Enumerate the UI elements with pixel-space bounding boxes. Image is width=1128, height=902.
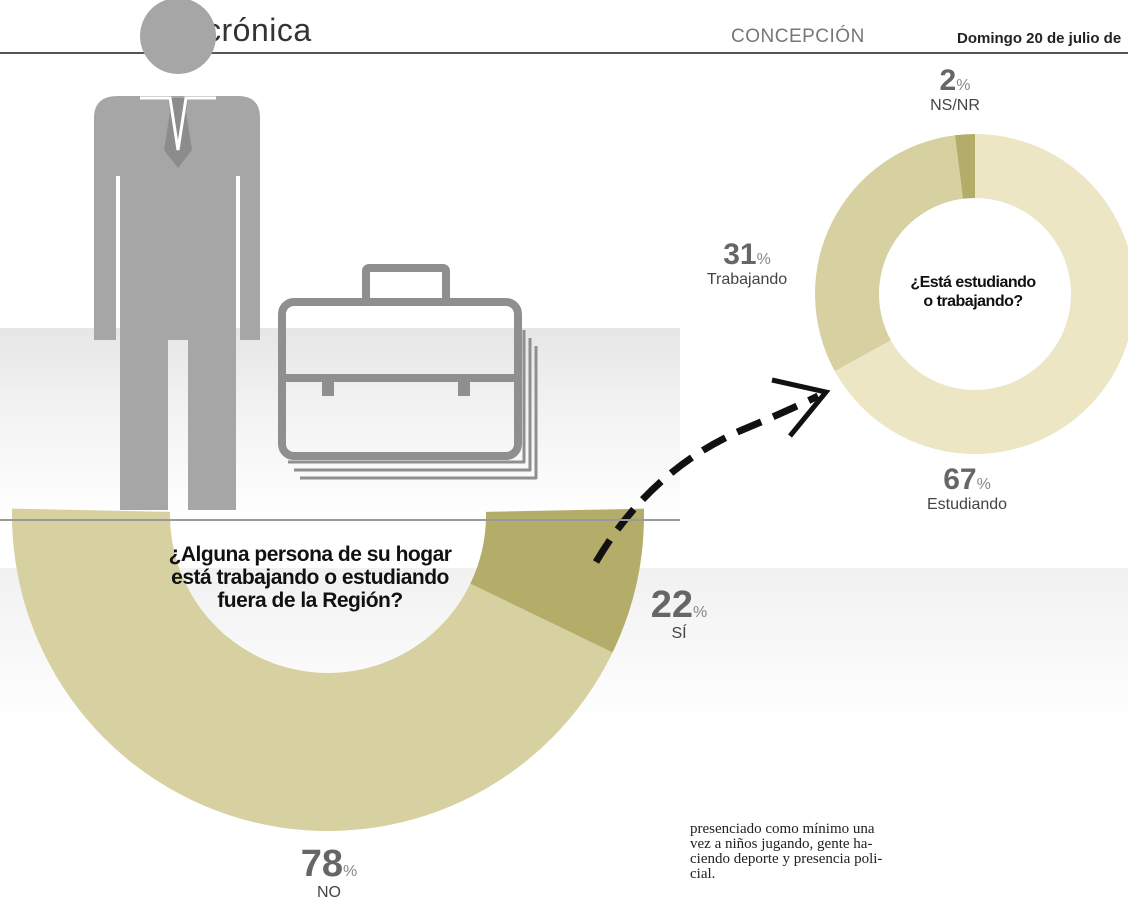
slice-unit: % <box>693 604 708 621</box>
slice-label-si: 22% SÍ <box>599 586 759 642</box>
date-label: Domingo 20 de julio de <box>957 30 1122 47</box>
dashed-arrow-icon <box>592 377 831 564</box>
donut-region-question: ¿Alguna persona de su hogar está trabaja… <box>150 543 470 612</box>
slice-unit: % <box>956 77 971 94</box>
question-line: ¿Está estudiando <box>910 274 1036 291</box>
slice-label-nsnr: 2% NS/NR <box>875 66 1035 114</box>
slice-name: SÍ <box>671 625 687 642</box>
person-icon <box>94 0 260 510</box>
donut-slice-estudiando <box>834 134 1128 454</box>
article-text: presenciado como mínimo una vez a niños … <box>690 821 883 882</box>
donut-chart-region <box>11 508 645 832</box>
briefcase-icon <box>278 264 538 480</box>
donut-slice-trabajando <box>815 135 963 372</box>
question-line: fuera de la Región? <box>217 589 403 612</box>
slice-unit: % <box>976 476 991 493</box>
slice-label-no: 78% NO <box>249 845 409 901</box>
question-line: ¿Alguna persona de su hogar <box>168 543 452 566</box>
question-line: está trabajando o estudiando <box>171 566 449 589</box>
donut-occupation-question: ¿Está estudiando o trabajando? <box>873 273 1073 311</box>
slice-value: 31 <box>723 238 757 271</box>
slice-name: Trabajando <box>706 271 788 288</box>
slice-name: Estudiando <box>926 496 1008 513</box>
donut-slice-sí <box>470 508 645 653</box>
slice-name: NO <box>317 884 341 901</box>
shelf-line <box>0 519 680 521</box>
slice-value: 78 <box>300 843 344 885</box>
slice-name: NS/NR <box>930 97 980 114</box>
city-label: CONCEPCIÓN <box>731 26 865 47</box>
slice-unit: % <box>756 251 771 268</box>
donut-slice-no <box>11 508 613 832</box>
slice-value: 67 <box>943 463 977 496</box>
donut-slice-ns-nr <box>954 134 975 199</box>
slice-value: 22 <box>650 584 694 626</box>
slice-value: 2 <box>939 64 957 97</box>
donut-chart-occupation <box>815 134 1128 454</box>
section-title: crónica <box>205 12 312 48</box>
header-rule <box>0 52 1128 54</box>
question-line: o trabajando? <box>923 293 1023 310</box>
slice-label-trabajando: 31% Trabajando <box>667 240 827 288</box>
gray-band-upper <box>0 328 680 520</box>
slice-label-estudiando: 67% Estudiando <box>887 465 1047 513</box>
slice-unit: % <box>343 863 358 880</box>
